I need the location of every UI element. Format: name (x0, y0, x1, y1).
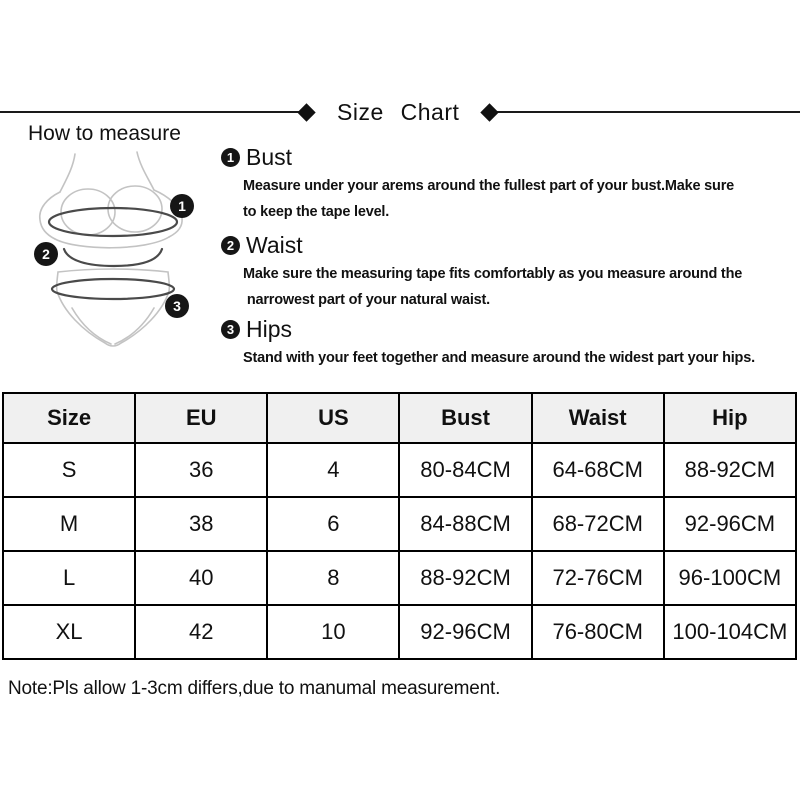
cell-hip: 92-96CM (662, 496, 798, 552)
column-header-us: US (266, 392, 401, 444)
figure-badge-1-circle (170, 194, 194, 218)
section-label-waist: Waist (246, 231, 303, 258)
column-header-size: Size (1, 392, 137, 444)
cell-waist: 64-68CM (530, 442, 665, 498)
section-waist: 2 Waist Make sure the measuring tape fit… (221, 232, 796, 318)
bikini-outline (38, 151, 183, 347)
measuring-tape-lines (47, 206, 179, 301)
badge-3-icon: 3 (221, 319, 240, 339)
figure-badge-2-circle (34, 242, 58, 266)
cell-hip: 96-100CM (662, 550, 798, 606)
badge-1-icon: 1 (221, 147, 240, 167)
column-header-waist: Waist (530, 392, 665, 444)
figure-badge-2-number: 2 (42, 246, 50, 262)
column-header-eu: EU (134, 392, 269, 444)
cell-waist: 72-76CM (530, 550, 665, 606)
section-bust-body: Measure under your arems around the full… (243, 178, 796, 230)
section-text-line: narrowest part of your natural waist. (243, 292, 491, 308)
cell-eu: 38 (134, 496, 269, 552)
cell-us: 8 (266, 550, 401, 606)
section-bust-header: 1 Bust (221, 144, 796, 170)
figure-badge-3-circle (165, 294, 189, 318)
cell-size: M (1, 496, 137, 552)
column-header-hip: Hip (662, 392, 798, 444)
table-row-xl: XL 42 10 92-96CM 76-80CM 100-104CM (1, 604, 798, 660)
cell-bust: 84-88CM (398, 496, 533, 552)
cell-eu: 36 (134, 442, 269, 498)
section-hips-header: 3 Hips (221, 316, 796, 342)
size-table: Size EU US Bust Waist Hip S 36 4 80-84CM… (1, 392, 798, 660)
how-to-measure-heading: How to measure (28, 122, 181, 145)
cell-waist: 76-80CM (530, 604, 665, 660)
cell-us: 6 (266, 496, 401, 552)
cell-us: 10 (266, 604, 401, 660)
column-header-bust: Bust (398, 392, 533, 444)
diamond-icon-right (480, 102, 500, 122)
section-bust: 1 Bust Measure under your arems around t… (221, 144, 796, 230)
cell-size: L (1, 550, 137, 606)
cell-bust: 80-84CM (398, 442, 533, 498)
divider-line-right (496, 111, 800, 113)
section-text-line: Make sure the measuring tape fits comfor… (243, 266, 743, 282)
figure-badges: 1 2 3 (34, 194, 194, 318)
diamond-icon-left (297, 102, 316, 122)
table-row-s: S 36 4 80-84CM 64-68CM 88-92CM (1, 442, 798, 498)
badge-2-icon: 2 (221, 235, 240, 255)
section-waist-header: 2 Waist (221, 232, 796, 258)
section-text-line: Stand with your feet together and measur… (243, 350, 755, 366)
section-label-bust: Bust (246, 143, 293, 170)
cell-us: 4 (266, 442, 401, 498)
section-hips: 3 Hips Stand with your feet together and… (221, 316, 796, 376)
cell-bust: 88-92CM (398, 550, 533, 606)
cell-bust: 92-96CM (398, 604, 533, 660)
section-text-line: to keep the tape level. (243, 204, 390, 220)
header: Size Chart (0, 98, 800, 126)
cell-waist: 68-72CM (530, 496, 665, 552)
table-row-m: M 38 6 84-88CM 68-72CM 92-96CM (1, 496, 798, 552)
table-row-l: L 40 8 88-92CM 72-76CM 96-100CM (1, 550, 798, 606)
note-text: Note:Pls allow 1-3cm differs,due to manu… (8, 678, 501, 699)
section-text-line: Measure under your arems around the full… (243, 178, 734, 194)
cell-eu: 40 (134, 550, 269, 606)
divider-line-left (0, 111, 300, 113)
cell-size: XL (1, 604, 137, 660)
figure-badge-1-number: 1 (178, 198, 186, 214)
cell-hip: 100-104CM (662, 604, 798, 660)
section-waist-body: Make sure the measuring tape fits comfor… (243, 266, 796, 318)
measurement-figure: 1 2 3 (34, 151, 194, 347)
table-header-row: Size EU US Bust Waist Hip (1, 392, 798, 444)
cell-hip: 88-92CM (662, 442, 798, 498)
figure-badge-3-number: 3 (173, 298, 181, 314)
section-label-hips: Hips (246, 315, 293, 342)
cell-eu: 42 (134, 604, 269, 660)
section-hips-body: Stand with your feet together and measur… (243, 350, 796, 376)
page-title: Size Chart (337, 98, 460, 125)
cell-size: S (1, 442, 137, 498)
